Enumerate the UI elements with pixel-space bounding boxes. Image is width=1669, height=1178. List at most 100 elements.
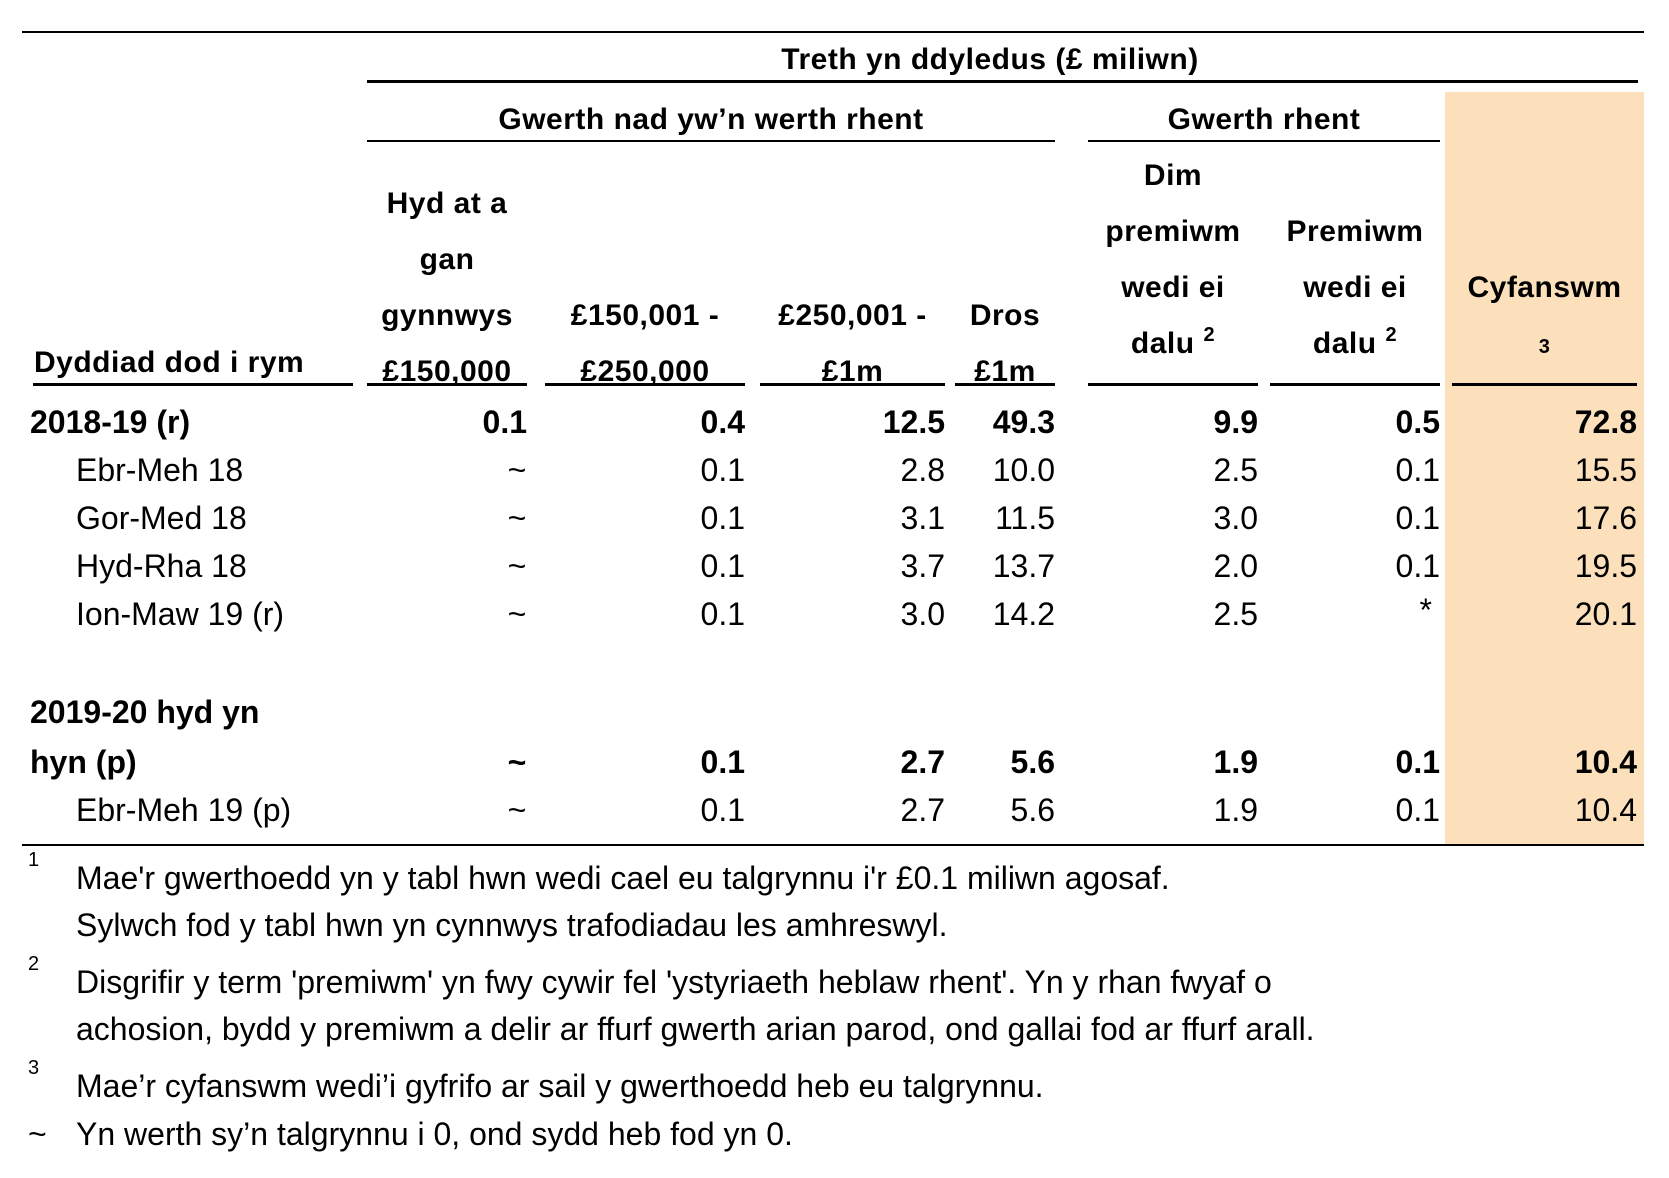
cell: 2.0 xyxy=(1213,548,1258,584)
col-header-line: Cyfanswm xyxy=(1467,271,1622,304)
cell: 2.7 xyxy=(900,744,945,780)
cell: 0.1 xyxy=(700,452,745,488)
footnote-text: Mae’r cyfanswm wedi’i gyfrifo ar sail y … xyxy=(76,1068,1044,1104)
col-header-line: £150,000 xyxy=(382,355,512,388)
footnote-ref: 2 xyxy=(1203,324,1216,346)
cell: ~ xyxy=(507,744,527,780)
row-label: hyn (p) xyxy=(30,744,137,780)
cell-total: 19.5 xyxy=(1574,548,1637,584)
cell: ~ xyxy=(507,792,527,828)
col-header-over-1m: Dros £1m xyxy=(955,288,1055,400)
col-header-line: dalu 2 xyxy=(1130,324,1216,360)
col-header-line: 3 xyxy=(1452,316,1637,375)
group-rent-rule xyxy=(1088,140,1440,142)
cell: 13.7 xyxy=(992,548,1055,584)
cell: 10.0 xyxy=(992,452,1055,488)
group-non-rent-title: Gwerth nad yw’n werth rhent xyxy=(498,103,924,136)
col-rule-1 xyxy=(367,383,527,386)
footnote-text: Sylwch fod y tabl hwn yn cynnwys trafodi… xyxy=(76,907,948,943)
footnote-text: Disgrifir y term 'premiwm' yn fwy cywir … xyxy=(76,964,1272,1000)
col-header-upto-150k: Hyd at a gan gynnwys £150,000 xyxy=(367,176,527,400)
col-rule-3 xyxy=(760,383,945,386)
col-header-line: £150,001 - xyxy=(570,299,720,332)
cell: 3.7 xyxy=(900,548,945,584)
cell: 0.1 xyxy=(700,548,745,584)
cell-total: 20.1 xyxy=(1574,596,1637,632)
cell: 11.5 xyxy=(995,500,1055,536)
footnote-text: Mae'r gwerthoedd yn y tabl hwn wedi cael… xyxy=(76,860,1170,896)
col-header-line: Hyd at a xyxy=(386,187,508,220)
cell: 1.9 xyxy=(1213,744,1258,780)
col-header-line: £250,000 xyxy=(580,355,710,388)
cell: 5.6 xyxy=(1010,792,1055,828)
footnote-mark: ~ xyxy=(28,1116,47,1152)
super-title-rule xyxy=(367,80,1638,83)
cell: ~ xyxy=(507,452,527,488)
cell: 0.1 xyxy=(700,596,745,632)
cell: 3.0 xyxy=(1213,500,1258,536)
col-rule-7 xyxy=(1452,383,1637,386)
cell: 0.4 xyxy=(700,404,745,440)
cell: 1.9 xyxy=(1213,792,1258,828)
cell: 12.5 xyxy=(882,404,945,440)
cell: 2.7 xyxy=(900,792,945,828)
cell: 9.9 xyxy=(1213,404,1258,440)
col-header-line: gynnwys xyxy=(381,299,513,332)
cell: 0.1 xyxy=(1395,500,1440,536)
cell: 0.1 xyxy=(1395,744,1440,780)
cell: 0.1 xyxy=(700,500,745,536)
cell: 2.5 xyxy=(1213,596,1258,632)
cell-total: 15.5 xyxy=(1574,452,1637,488)
cell: 2.5 xyxy=(1213,452,1258,488)
col-rule-5 xyxy=(1088,383,1258,386)
col-header-line: premiwm xyxy=(1105,215,1241,248)
col-header-line: £250,001 - xyxy=(778,299,927,332)
group-non-rent-rule xyxy=(367,140,1055,142)
row-label: Gor-Med 18 xyxy=(76,500,247,536)
col-header-150k-250k: £150,001 - £250,000 xyxy=(545,288,745,400)
row-label: 2019-20 hyd yn xyxy=(30,694,260,730)
footnote-mark: 3 xyxy=(28,1057,40,1079)
col-header-line: £1m xyxy=(974,355,1036,388)
row-label: Ebr-Meh 19 (p) xyxy=(76,792,292,828)
cell: 0.5 xyxy=(1395,404,1440,440)
cell: 0.1 xyxy=(1395,792,1440,828)
cell-total: 72.8 xyxy=(1574,404,1637,440)
cell: 5.6 xyxy=(1010,744,1055,780)
cell: 0.1 xyxy=(700,744,745,780)
cell: 0.1 xyxy=(1395,548,1440,584)
cell-total: 10.4 xyxy=(1574,744,1637,780)
super-title: Treth yn ddyledus (£ miliwn) xyxy=(781,43,1199,76)
cell: 3.1 xyxy=(900,500,945,536)
cell: 0.1 xyxy=(700,792,745,828)
col-rule-2 xyxy=(545,383,745,386)
col-header-line: £1m xyxy=(821,355,884,388)
cell: 2.8 xyxy=(900,452,945,488)
cell: 14.2 xyxy=(992,596,1055,632)
col-header-no-premium: Dim premiwm wedi ei dalu 2 xyxy=(1088,148,1258,375)
col-header-total: Cyfanswm 3 xyxy=(1452,260,1637,375)
cell: 0.1 xyxy=(482,404,527,440)
total-column-highlight xyxy=(1445,92,1644,844)
row-label: Ion-Maw 19 (r) xyxy=(76,596,285,632)
row-label: 2018-19 (r) xyxy=(30,404,191,440)
col-header-line: Dim xyxy=(1143,159,1203,192)
col-rule-date xyxy=(33,383,353,386)
col-header-line: gan xyxy=(419,243,475,276)
col-header-line: Premiwm xyxy=(1286,215,1424,248)
col-header-line: wedi ei xyxy=(1121,271,1225,304)
col-header-date: Dyddiad dod i rym xyxy=(34,346,305,379)
footnote-ref: 2 xyxy=(1385,324,1398,346)
col-header-line: wedi ei xyxy=(1303,271,1407,304)
cell: 0.1 xyxy=(1395,452,1440,488)
cell: * xyxy=(1419,592,1432,628)
cell-total: 17.6 xyxy=(1574,500,1637,536)
row-label: Hyd-Rha 18 xyxy=(76,548,247,584)
cell-total: 10.4 xyxy=(1574,792,1637,828)
col-rule-6 xyxy=(1270,383,1440,386)
row-label: Ebr-Meh 18 xyxy=(76,452,244,488)
cell: ~ xyxy=(507,548,527,584)
col-rule-4 xyxy=(955,383,1055,386)
col-header-250k-1m: £250,001 - £1m xyxy=(760,288,945,400)
footnote-mark: 1 xyxy=(28,849,40,871)
